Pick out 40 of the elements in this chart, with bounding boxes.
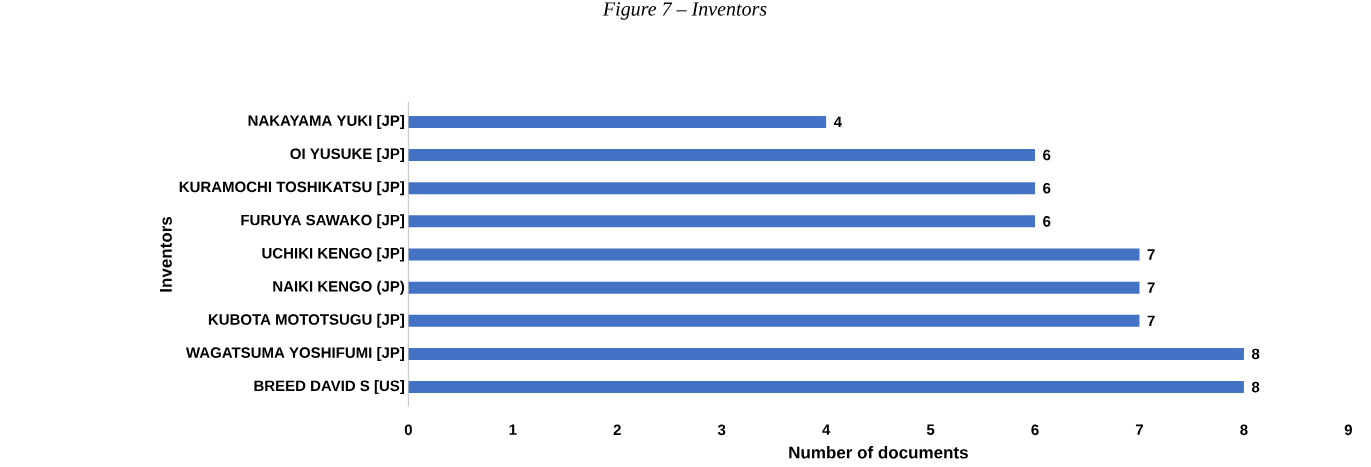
data-label: 6 [1043, 149, 1051, 161]
bar [408, 381, 1244, 394]
data-label: 6 [1043, 216, 1051, 227]
y-tick-label: WAGATSUMA YOSHIFUMI [JP] [185, 346, 404, 361]
y-tick-label: BREED DAVID S [US] [254, 380, 404, 395]
bar [408, 115, 827, 128]
data-label: 7 [1147, 315, 1155, 326]
bar [408, 314, 1140, 327]
data-label: 7 [1147, 282, 1155, 293]
x-tick-label: 4 [822, 424, 831, 435]
x-tick-label: 7 [1135, 424, 1143, 435]
bar [408, 248, 1140, 261]
x-tick-label: 3 [717, 424, 726, 436]
y-tick-label: KUBOTA MOTOTSUGU [JP] [208, 313, 404, 328]
bar [408, 182, 1036, 195]
data-label: 8 [1251, 381, 1260, 393]
x-tick-label: 8 [1240, 424, 1248, 436]
data-label: 6 [1043, 182, 1051, 194]
y-tick-label: NAKAYAMA YUKI [JP] [248, 114, 404, 129]
y-tick-label: OI YUSUKE [JP] [290, 148, 404, 163]
data-label: 7 [1147, 249, 1155, 260]
y-axis-title: Inventors [160, 216, 172, 292]
y-tick-label: KURAMOCHI TOSHIKATSU [JP] [179, 181, 404, 196]
bar [408, 281, 1140, 294]
bar [408, 149, 1036, 162]
bar [408, 347, 1244, 360]
chart-title: Figure 7 – Inventors [602, 2, 767, 20]
y-tick-label: FURUYA SAWAKO [JP] [241, 214, 404, 229]
x-tick-label: 0 [404, 424, 412, 436]
x-tick-label: 6 [1031, 424, 1039, 436]
x-axis-title: Number of documents [789, 446, 968, 459]
data-label: 4 [833, 116, 842, 128]
x-tick-label: 5 [926, 424, 935, 435]
y-tick-label: UCHIKI KENGO [JP] [262, 247, 404, 262]
x-tick-label: 1 [509, 424, 517, 435]
x-tick-label: 9 [1344, 424, 1352, 436]
bar [408, 215, 1036, 228]
data-label: 8 [1251, 348, 1260, 360]
y-tick-label: NAIKI KENGO (JP) [273, 280, 405, 295]
x-tick-label: 2 [613, 424, 621, 435]
